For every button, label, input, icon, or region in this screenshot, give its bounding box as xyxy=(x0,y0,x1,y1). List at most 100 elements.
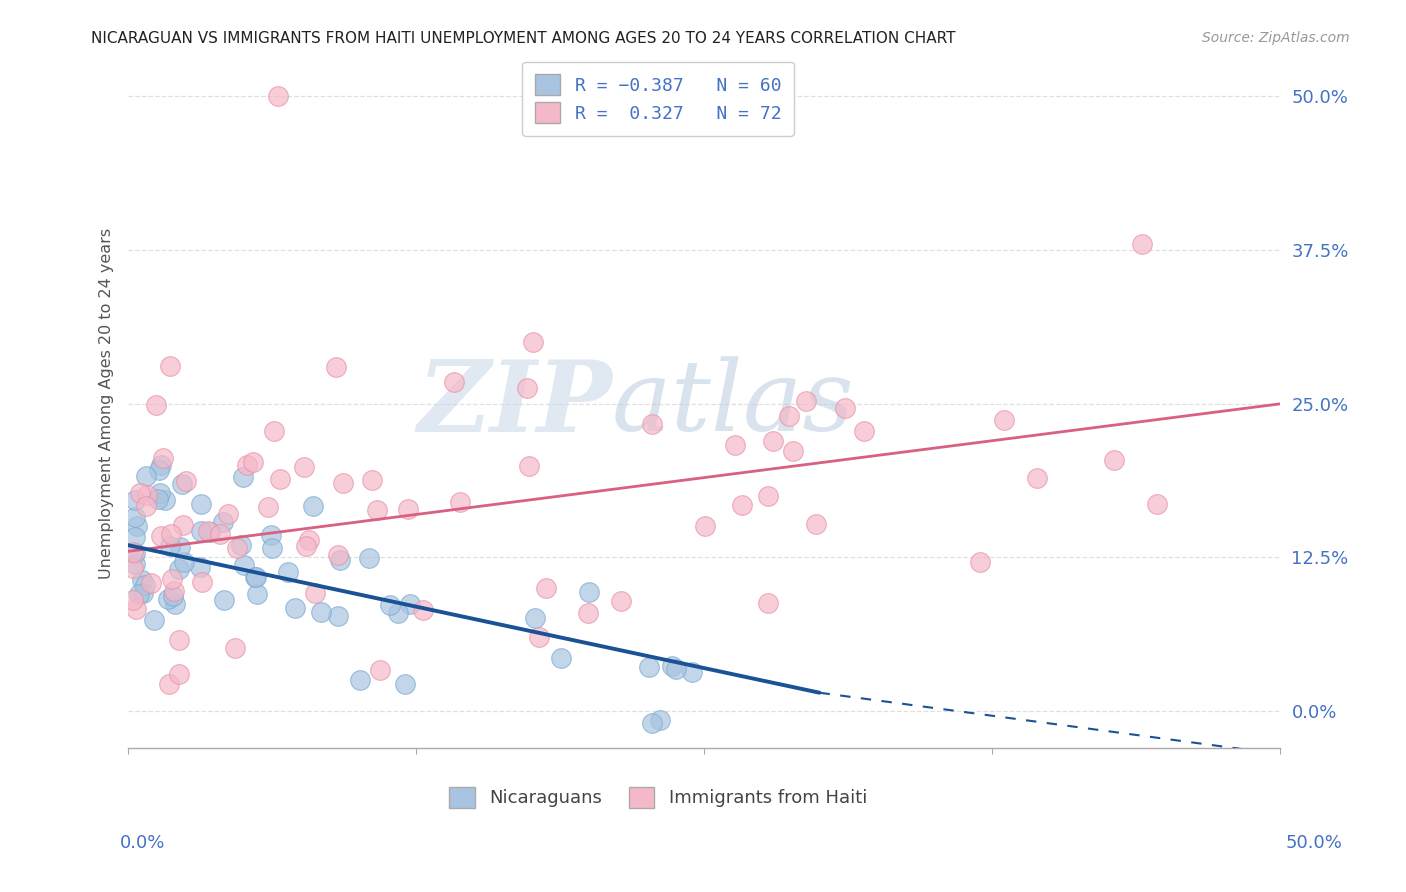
Point xyxy=(516,381,538,395)
Point xyxy=(236,458,259,472)
Point xyxy=(129,486,152,500)
Point xyxy=(449,495,471,509)
Point xyxy=(125,602,148,616)
Point xyxy=(524,611,547,625)
Point xyxy=(309,605,332,619)
Point xyxy=(576,606,599,620)
Point xyxy=(1130,237,1153,252)
Point xyxy=(762,434,785,448)
Point xyxy=(637,659,659,673)
Point xyxy=(399,597,422,611)
Text: 0.0%: 0.0% xyxy=(120,834,165,852)
Point xyxy=(550,651,572,665)
Point xyxy=(159,539,181,553)
Point xyxy=(834,401,856,415)
Text: ZIP: ZIP xyxy=(418,356,612,452)
Point xyxy=(149,529,172,543)
Point xyxy=(128,586,150,600)
Point xyxy=(165,597,187,611)
Point xyxy=(139,576,162,591)
Point xyxy=(256,500,278,514)
Point xyxy=(157,592,180,607)
Point xyxy=(159,359,181,373)
Point xyxy=(197,524,219,539)
Point xyxy=(693,519,716,533)
Point xyxy=(160,527,183,541)
Point xyxy=(173,555,195,569)
Point xyxy=(233,558,256,572)
Point xyxy=(167,666,190,681)
Point xyxy=(443,376,465,390)
Point xyxy=(332,476,354,491)
Point xyxy=(131,573,153,587)
Point xyxy=(152,451,174,466)
Point xyxy=(349,673,371,687)
Point xyxy=(148,462,170,476)
Point xyxy=(212,515,235,529)
Point xyxy=(578,584,600,599)
Point xyxy=(232,469,254,483)
Text: 50.0%: 50.0% xyxy=(1286,834,1343,852)
Point xyxy=(650,713,672,727)
Point xyxy=(209,527,232,541)
Point xyxy=(124,492,146,507)
Point xyxy=(157,677,180,691)
Point xyxy=(380,598,402,612)
Point xyxy=(263,424,285,438)
Point xyxy=(224,640,246,655)
Point xyxy=(804,516,827,531)
Point xyxy=(328,608,350,623)
Point xyxy=(1026,471,1049,485)
Point xyxy=(969,555,991,569)
Point xyxy=(267,89,290,103)
Point xyxy=(641,417,664,431)
Point xyxy=(284,600,307,615)
Point xyxy=(853,424,876,438)
Point xyxy=(517,459,540,474)
Point xyxy=(534,581,557,595)
Legend: Nicaraguans, Immigrants from Haiti: Nicaraguans, Immigrants from Haiti xyxy=(441,780,875,814)
Point xyxy=(188,560,211,574)
Y-axis label: Unemployment Among Ages 20 to 24 years: Unemployment Among Ages 20 to 24 years xyxy=(100,228,114,580)
Point xyxy=(756,595,779,609)
Point xyxy=(243,570,266,584)
Point xyxy=(145,398,167,412)
Point xyxy=(304,586,326,600)
Point xyxy=(172,517,194,532)
Point xyxy=(262,541,284,556)
Point xyxy=(135,488,157,502)
Point xyxy=(756,489,779,503)
Point xyxy=(292,459,315,474)
Point xyxy=(217,507,239,521)
Point xyxy=(387,607,409,621)
Point xyxy=(246,587,269,601)
Point xyxy=(124,557,146,571)
Point xyxy=(190,524,212,538)
Point xyxy=(121,545,143,559)
Text: Source: ZipAtlas.com: Source: ZipAtlas.com xyxy=(1202,31,1350,45)
Point xyxy=(125,519,148,533)
Point xyxy=(681,665,703,680)
Point xyxy=(724,438,747,452)
Point xyxy=(412,603,434,617)
Point xyxy=(993,413,1015,427)
Point xyxy=(160,572,183,586)
Point xyxy=(294,540,316,554)
Point xyxy=(1104,453,1126,467)
Point xyxy=(794,393,817,408)
Text: NICARAGUAN VS IMMIGRANTS FROM HAITI UNEMPLOYMENT AMONG AGES 20 TO 24 YEARS CORRE: NICARAGUAN VS IMMIGRANTS FROM HAITI UNEM… xyxy=(91,31,956,46)
Point xyxy=(132,585,155,599)
Point xyxy=(360,473,382,487)
Point xyxy=(149,486,172,500)
Point xyxy=(212,592,235,607)
Point xyxy=(396,502,419,516)
Point xyxy=(226,541,249,555)
Point xyxy=(529,630,551,644)
Point xyxy=(245,570,267,584)
Point xyxy=(124,546,146,560)
Point xyxy=(167,562,190,576)
Point xyxy=(121,592,143,607)
Point xyxy=(260,528,283,542)
Point xyxy=(174,474,197,488)
Point xyxy=(124,510,146,524)
